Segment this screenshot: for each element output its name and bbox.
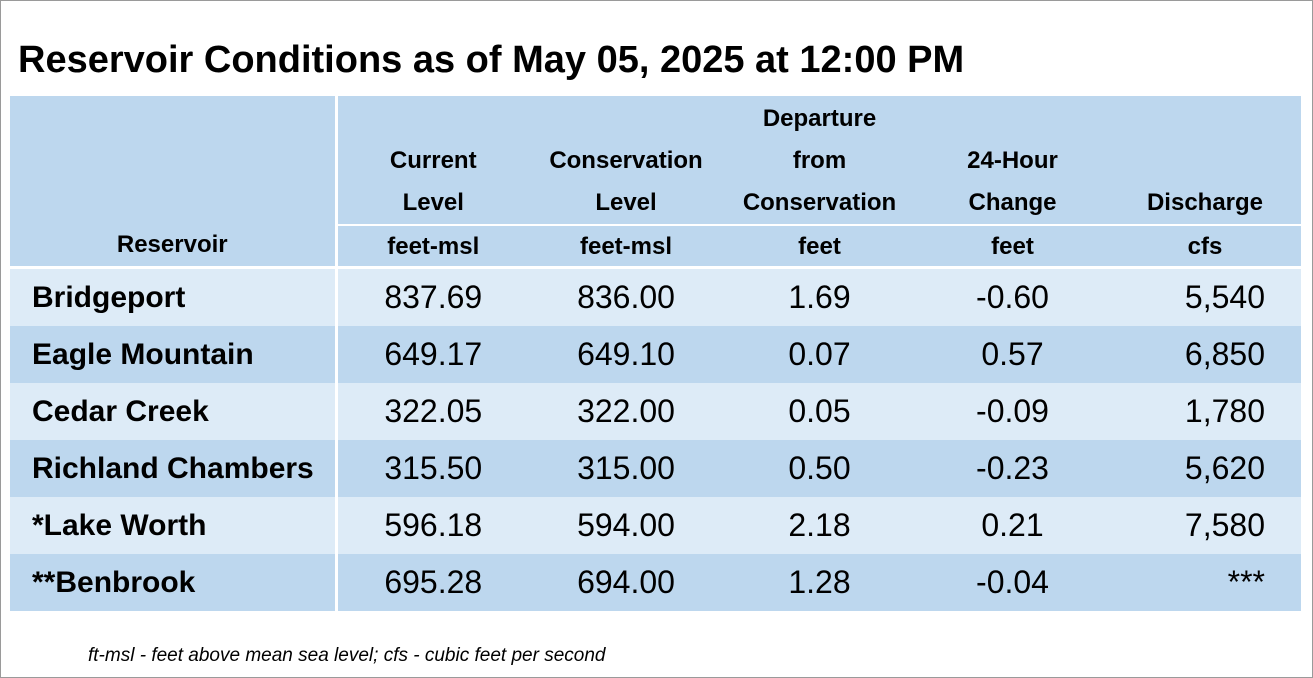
- departure-cell: 0.50: [723, 440, 916, 497]
- discharge-cell: 7,580: [1109, 497, 1301, 554]
- header-units-row: feet-msl feet-msl feet feet cfs: [10, 224, 1301, 268]
- table-row: Richland Chambers 315.50 315.00 0.50 -0.…: [10, 440, 1301, 497]
- conservation-level-cell: 836.00: [529, 266, 723, 326]
- current-level-cell: 596.18: [336, 497, 529, 554]
- table-row: *Lake Worth 596.18 594.00 2.18 0.21 7,58…: [10, 497, 1301, 554]
- reservoir-name: **Benbrook: [10, 554, 338, 611]
- conservation-level-cell: 322.00: [529, 383, 723, 440]
- header-reservoir: Reservoir: [10, 96, 338, 268]
- header-label-line: Change: [968, 189, 1057, 216]
- departure-cell: 2.18: [723, 497, 916, 554]
- departure-cell: 1.28: [723, 554, 916, 611]
- conservation-level-cell: 694.00: [529, 554, 723, 611]
- conservation-level-cell: 649.10: [529, 326, 723, 383]
- conservation-level-cell: 315.00: [529, 440, 723, 497]
- unit-current-level: feet-msl: [336, 224, 529, 268]
- reservoir-name: Cedar Creek: [10, 383, 338, 440]
- table-row: **Benbrook 695.28 694.00 1.28 -0.04 ***: [10, 554, 1301, 611]
- discharge-cell: 5,620: [1109, 440, 1301, 497]
- header-reservoir-label: Reservoir: [116, 231, 228, 258]
- current-level-cell: 322.05: [336, 383, 529, 440]
- header-label-line: Conservation: [742, 189, 897, 216]
- unit-discharge: cfs: [1109, 224, 1301, 268]
- current-level-cell: 695.28: [336, 554, 529, 611]
- current-level-cell: 837.69: [336, 266, 529, 326]
- header-label-line: Level: [402, 189, 464, 216]
- header-departure: Departure from Conservation: [723, 96, 916, 225]
- reservoir-name: Eagle Mountain: [10, 326, 338, 383]
- header-discharge: Discharge: [1109, 96, 1301, 225]
- header-label-line: Level: [595, 189, 657, 216]
- current-level-cell: 315.50: [336, 440, 529, 497]
- header-label-line: Discharge: [1146, 189, 1264, 216]
- departure-cell: 0.05: [723, 383, 916, 440]
- header-current-level: Current Level: [336, 96, 529, 225]
- current-level-cell: 649.17: [336, 326, 529, 383]
- unit-24-hour-change: feet: [916, 224, 1109, 268]
- change-cell: -0.09: [916, 383, 1109, 440]
- header-labels-row: Reservoir Current Level Conservation Lev…: [10, 96, 1301, 268]
- discharge-cell: 6,850: [1109, 326, 1301, 383]
- header-label-line: 24-Hour: [967, 147, 1058, 174]
- header-label-line: Current: [389, 147, 477, 174]
- change-cell: -0.04: [916, 554, 1109, 611]
- table-row: Bridgeport 837.69 836.00 1.69 -0.60 5,54…: [10, 266, 1301, 326]
- table-row: Cedar Creek 322.05 322.00 0.05 -0.09 1,7…: [10, 383, 1301, 440]
- change-cell: -0.60: [916, 266, 1109, 326]
- footnote: ft-msl - feet above mean sea level; cfs …: [88, 645, 606, 666]
- unit-conservation-level: feet-msl: [529, 224, 723, 268]
- discharge-cell: 1,780: [1109, 383, 1301, 440]
- unit-departure: feet: [723, 224, 916, 268]
- page-title: Reservoir Conditions as of May 05, 2025 …: [18, 39, 965, 81]
- table-row: Eagle Mountain 649.17 649.10 0.07 0.57 6…: [10, 326, 1301, 383]
- reservoir-table: Reservoir Current Level Conservation Lev…: [10, 96, 1301, 611]
- reservoir-name: Richland Chambers: [10, 440, 338, 497]
- header-label-line: Conservation: [549, 147, 703, 174]
- header-24-hour-change: 24-Hour Change: [916, 96, 1109, 225]
- departure-cell: 1.69: [723, 266, 916, 326]
- header-label-line: Departure: [762, 105, 877, 132]
- change-cell: -0.23: [916, 440, 1109, 497]
- discharge-cell: 5,540: [1109, 266, 1301, 326]
- header-conservation-level: Conservation Level: [529, 96, 723, 225]
- discharge-cell: ***: [1109, 554, 1301, 611]
- change-cell: 0.21: [916, 497, 1109, 554]
- departure-cell: 0.07: [723, 326, 916, 383]
- reservoir-name: Bridgeport: [10, 266, 338, 326]
- change-cell: 0.57: [916, 326, 1109, 383]
- header-label-line: from: [792, 147, 847, 174]
- conservation-level-cell: 594.00: [529, 497, 723, 554]
- reservoir-name: *Lake Worth: [10, 497, 338, 554]
